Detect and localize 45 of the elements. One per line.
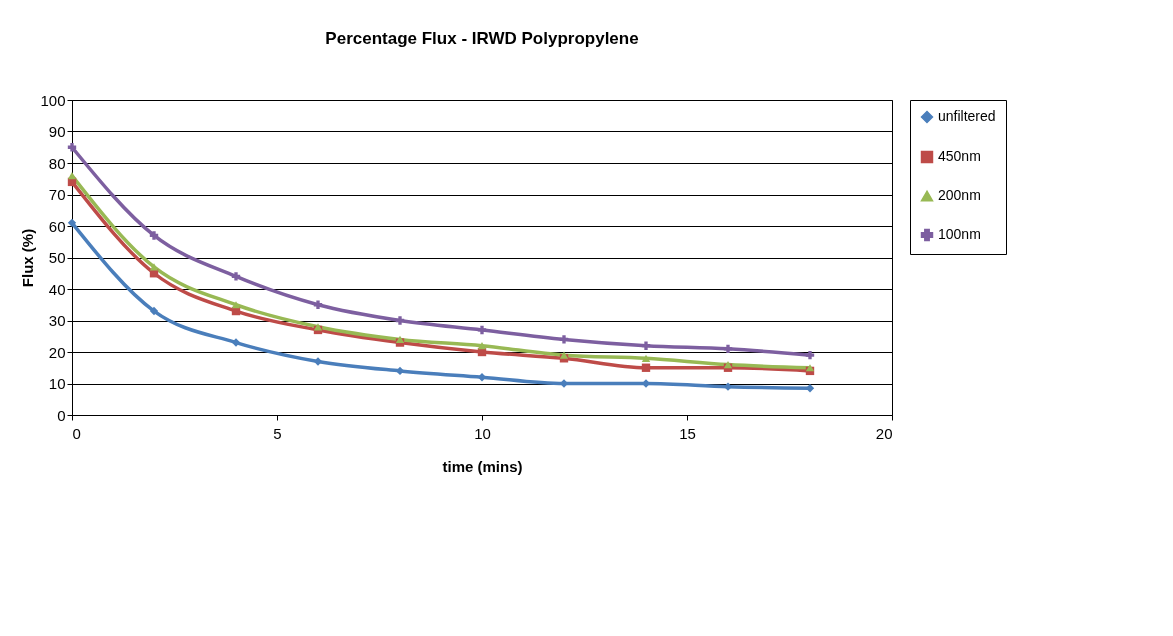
point — [67, 143, 77, 152]
y-tick-label: 40 — [48, 280, 66, 298]
y-tick-label: 60 — [48, 217, 66, 235]
y-tick-label: 0 — [57, 406, 66, 424]
point — [641, 341, 651, 350]
x-tick-label: 15 — [679, 424, 696, 442]
x-axis-title: time (mins) — [442, 457, 523, 475]
legend-label: 200nm — [938, 187, 981, 203]
y-tick-label: 50 — [48, 249, 66, 266]
point — [641, 354, 651, 362]
legend-label: 100nm — [938, 226, 981, 242]
y-tick-label: 80 — [48, 154, 66, 172]
y-tick-label: 100 — [40, 91, 66, 109]
point — [231, 301, 241, 309]
point — [477, 342, 487, 350]
y-tick-label: 10 — [48, 375, 66, 392]
point — [313, 300, 323, 309]
point — [559, 351, 569, 359]
chart-title: Percentage Flux - IRWD Polypropylene — [325, 29, 639, 48]
point — [477, 325, 487, 335]
x-tick-label: 10 — [474, 424, 491, 442]
point — [231, 338, 241, 347]
legend-label: 450nm — [938, 148, 981, 164]
x-tick-label: 20 — [875, 424, 893, 442]
point — [723, 344, 733, 354]
x-tick-label: 5 — [273, 424, 282, 442]
point — [395, 316, 405, 325]
point — [313, 323, 323, 331]
point — [149, 263, 159, 271]
point — [805, 350, 815, 360]
point — [559, 335, 569, 344]
y-axis-title: Flux (%) — [19, 228, 37, 288]
legend-label: unfiltered — [938, 108, 996, 124]
point — [149, 231, 159, 240]
x-tick-label: 0 — [72, 424, 81, 442]
point — [805, 364, 815, 372]
y-tick-label: 70 — [48, 186, 66, 203]
point — [67, 171, 77, 180]
y-tick-label: 90 — [48, 123, 66, 140]
point — [231, 272, 241, 281]
y-tick-label: 20 — [48, 343, 66, 361]
point — [641, 363, 651, 372]
point — [313, 357, 323, 366]
point — [149, 306, 159, 316]
y-tick-label: 30 — [48, 312, 66, 329]
